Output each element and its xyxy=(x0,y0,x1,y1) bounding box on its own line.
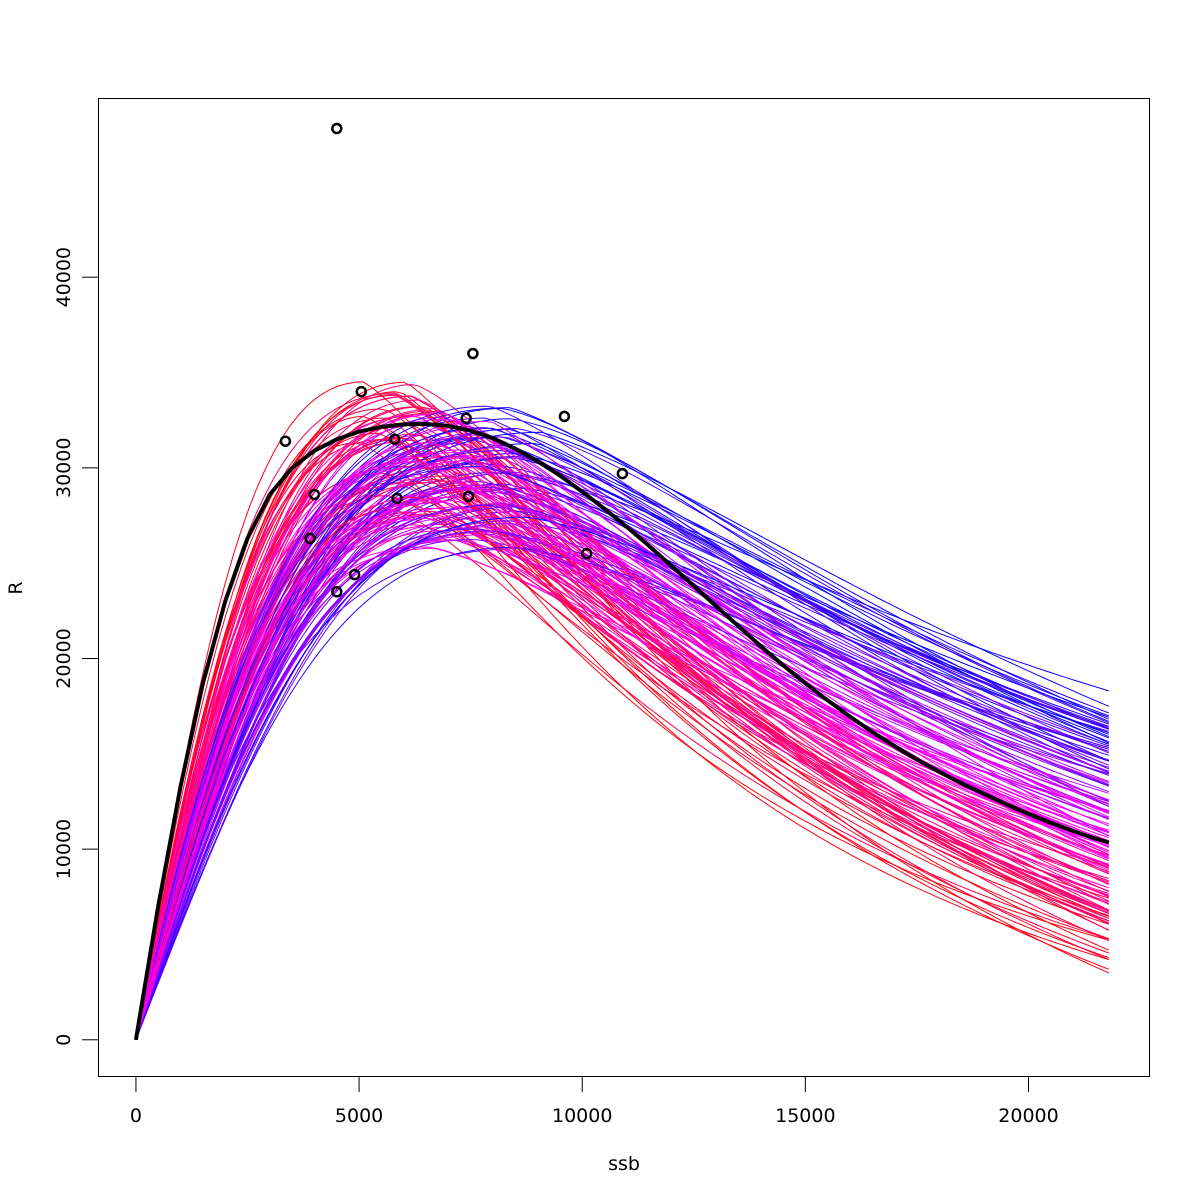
bootstrap-curves xyxy=(135,381,1110,1040)
bootstrap-curve xyxy=(135,381,1109,1040)
bootstrap-curve xyxy=(135,522,1109,1040)
observation-point xyxy=(462,490,475,503)
bootstrap-curve xyxy=(135,442,1109,1040)
y-tick-label: 20000 xyxy=(53,628,75,688)
observation-points xyxy=(279,122,629,598)
observation-point xyxy=(331,586,343,598)
bootstrap-curve xyxy=(135,433,1109,1040)
fitted-curve-group xyxy=(133,422,1110,1041)
observation-point xyxy=(279,435,292,447)
bootstrap-curve xyxy=(135,392,1110,1040)
y-tick-label: 0 xyxy=(53,1034,75,1046)
x-tick-label: 0 xyxy=(130,1105,142,1127)
y-tick-label: 30000 xyxy=(53,438,75,498)
bootstrap-curve xyxy=(135,432,1109,1040)
bootstrap-curve xyxy=(135,475,1110,1040)
bootstrap-curve xyxy=(135,506,1109,1040)
bootstrap-curve xyxy=(135,510,1109,1040)
observation-point xyxy=(616,467,629,480)
bootstrap-curve xyxy=(135,528,1109,1040)
bootstrap-curve xyxy=(135,524,1109,1040)
bootstrap-curve xyxy=(135,506,1109,1040)
bootstrap-curve xyxy=(135,446,1109,1040)
observation-point xyxy=(304,532,316,545)
bootstrap-curve xyxy=(135,431,1109,1040)
bootstrap-curve xyxy=(135,450,1109,1040)
bootstrap-curve xyxy=(135,465,1109,1040)
bootstrap-curve xyxy=(135,412,1110,1040)
bootstrap-curve xyxy=(135,510,1109,1040)
x-axis-label: ssb xyxy=(608,1153,640,1175)
bootstrap-curve xyxy=(135,526,1109,1040)
bootstrap-curve xyxy=(135,527,1109,1040)
bootstrap-curve xyxy=(135,506,1109,1040)
bootstrap-curve xyxy=(135,391,1109,1040)
observation-point xyxy=(389,433,401,446)
observation-point xyxy=(348,568,361,581)
bootstrap-curve xyxy=(135,539,1109,1040)
bootstrap-curve xyxy=(135,415,1109,1040)
bootstrap-curve xyxy=(135,407,1109,1040)
bootstrap-curve xyxy=(135,466,1109,1040)
bootstrap-curve xyxy=(135,427,1109,1040)
y-tick-label: 40000 xyxy=(53,247,75,307)
bootstrap-curve xyxy=(135,436,1109,1040)
x-tick-label: 5000 xyxy=(335,1105,383,1127)
x-axis: 0 5000 10000 15000 20000 xyxy=(130,1076,1059,1127)
observation-point xyxy=(580,547,593,560)
observation-point xyxy=(558,410,571,423)
bootstrap-curve xyxy=(135,546,1109,1040)
bootstrap-curve xyxy=(135,504,1109,1040)
bootstrap-curve xyxy=(135,455,1109,1040)
observation-point xyxy=(460,412,472,425)
observation-point xyxy=(331,122,343,135)
bootstrap-curve xyxy=(135,487,1109,1040)
bootstrap-curve xyxy=(135,432,1109,1040)
y-tick-label: 10000 xyxy=(53,819,75,879)
bootstrap-curve xyxy=(135,423,1109,1040)
observation-point xyxy=(391,492,403,505)
observation-point xyxy=(308,488,321,501)
bootstrap-curve xyxy=(135,417,1109,1040)
bootstrap-curve xyxy=(135,405,1110,1040)
observation-point xyxy=(467,347,479,360)
y-axis-label: R xyxy=(5,581,27,594)
fitted-curve xyxy=(133,422,1110,1041)
bootstrap-curve xyxy=(135,494,1109,1040)
bootstrap-curve xyxy=(135,442,1109,1040)
bootstrap-curve xyxy=(135,406,1109,1040)
bootstrap-curve xyxy=(135,427,1109,1040)
x-tick-label: 20000 xyxy=(998,1105,1058,1127)
x-tick-label: 10000 xyxy=(552,1105,612,1127)
bootstrap-curve xyxy=(135,511,1109,1040)
observation-point xyxy=(355,385,368,398)
bootstrap-curve xyxy=(135,427,1110,1040)
bootstrap-curve xyxy=(135,496,1109,1040)
x-tick-label: 15000 xyxy=(775,1105,835,1127)
bootstrap-curve xyxy=(135,516,1109,1040)
y-axis: 0 10000 20000 30000 40000 xyxy=(53,247,99,1046)
